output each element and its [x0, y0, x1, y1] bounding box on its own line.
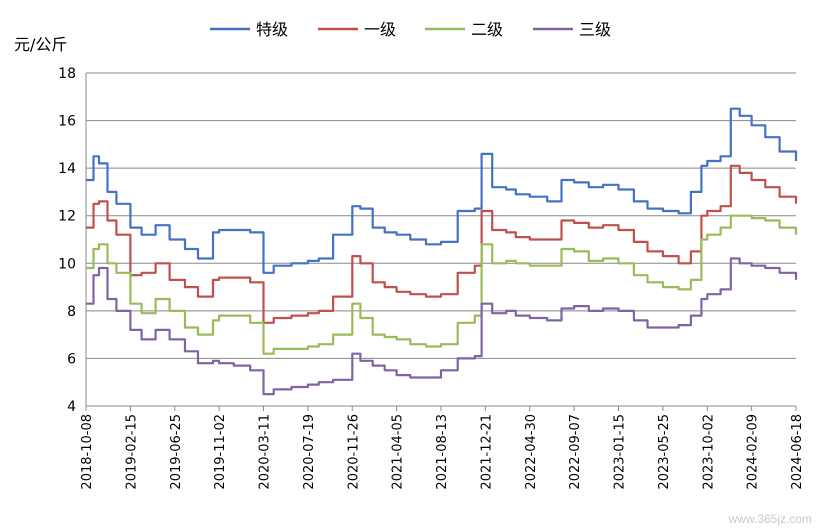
- series-line-一级: [86, 164, 798, 324]
- x-tick-label: 2020-07-19: [302, 414, 317, 490]
- y-tick-label: 4: [67, 399, 76, 415]
- x-tick-label: 2023-05-25: [657, 414, 672, 490]
- legend-label-三级: 三级: [579, 20, 611, 39]
- x-tick-label: 2023-10-02: [701, 414, 716, 490]
- x-tick-label: 2021-04-05: [391, 414, 406, 490]
- series-line-三级: [86, 257, 798, 396]
- x-tick-label: 2022-04-30: [524, 414, 539, 490]
- x-tick-label: 2022-09-07: [568, 414, 583, 490]
- x-tick-label: 2019-11-02: [213, 414, 228, 490]
- series-line-二级: [86, 214, 798, 355]
- legend-label-特级: 特级: [256, 20, 288, 39]
- x-tick-label: 2020-11-26: [346, 414, 361, 490]
- series-line-特级: [86, 107, 798, 274]
- series-lines: [86, 107, 798, 396]
- watermark: www.365jz.com: [728, 512, 812, 526]
- y-tick-label: 16: [58, 114, 76, 130]
- x-tick-label: 2020-03-11: [258, 414, 273, 490]
- y-tick-label: 8: [67, 304, 76, 320]
- x-axis-ticks: 2018-10-08 2019-02-15 2019-06-25 2019-11-02…: [80, 406, 805, 490]
- x-tick-label: 2024-06-18: [790, 414, 805, 490]
- x-tick-label: 2019-06-25: [169, 414, 184, 490]
- y-axis-ticks: 4 6 8 10 12 14 16 18: [58, 66, 76, 415]
- y-axis-unit-label: 元/公斤: [14, 35, 67, 54]
- y-tick-label: 12: [58, 209, 76, 225]
- y-tick-label: 6: [67, 351, 76, 367]
- legend: 特级 一级 二级 三级: [210, 20, 611, 39]
- x-tick-label: 2021-08-13: [435, 414, 450, 490]
- x-tick-label: 2019-02-15: [124, 414, 139, 490]
- legend-label-一级: 一级: [364, 20, 396, 39]
- y-tick-label: 18: [58, 66, 76, 82]
- x-tick-label: 2023-01-15: [613, 414, 628, 490]
- x-tick-label: 2018-10-08: [80, 414, 95, 490]
- y-tick-label: 10: [58, 256, 76, 272]
- legend-label-二级: 二级: [471, 20, 503, 39]
- x-tick-label: 2024-02-09: [746, 414, 761, 490]
- x-tick-label: 2021-12-21: [479, 414, 494, 490]
- y-tick-label: 14: [58, 161, 76, 177]
